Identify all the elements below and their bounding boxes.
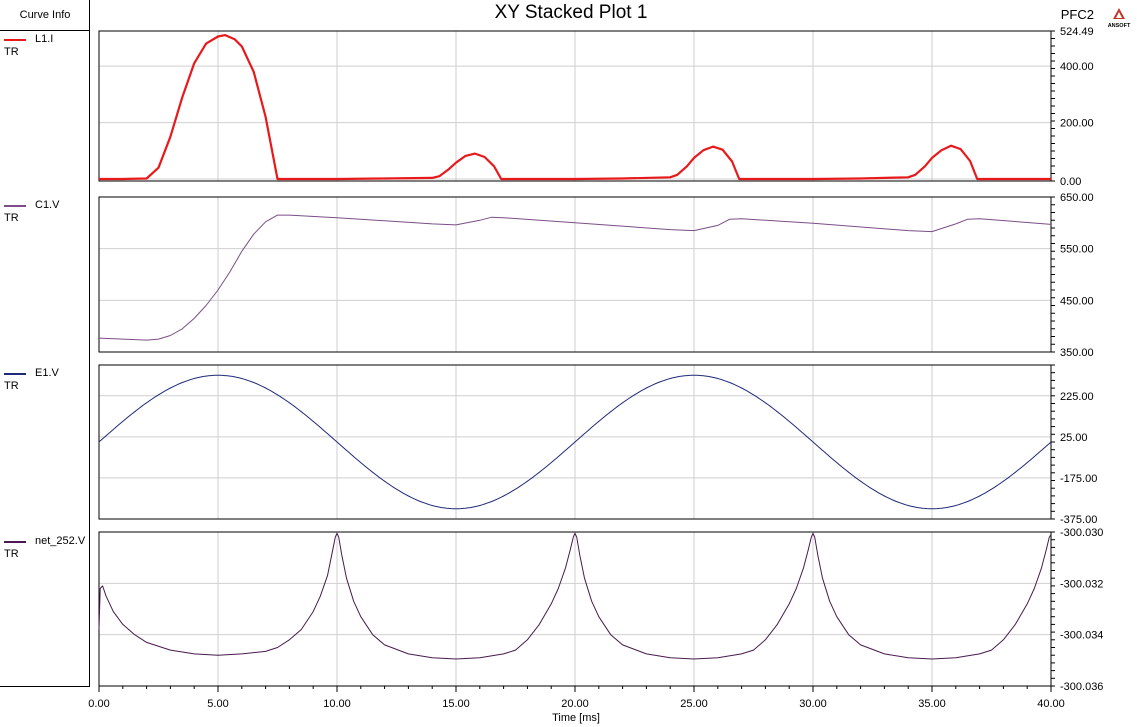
panel-2-series-line: [98, 214, 1052, 341]
panel-4-ytick-label: -300.030: [1060, 527, 1103, 539]
curve-entry-net-252-v[interactable]: net_252.V TR: [0, 534, 90, 564]
panel-1-ytick-label: 524.49: [1060, 26, 1094, 38]
xtick-label: 40.00: [1037, 698, 1065, 710]
xtick-label: 5.00: [207, 698, 228, 710]
panel-3-series-line: [98, 374, 1052, 510]
curve-entry-l1-i[interactable]: L1.I TR: [0, 32, 90, 62]
panel-1-frame: [98, 30, 1052, 182]
panel-2-ytick-label: 450.00: [1060, 295, 1094, 307]
panel-1-series-line: [99, 33, 1051, 181]
curve-entry-c1-v[interactable]: C1.V TR: [0, 198, 90, 228]
curve-solution-label: TR: [4, 548, 19, 560]
curve-name: net_252.V: [35, 535, 86, 547]
panel-3-ytick-label: -375.00: [1060, 514, 1097, 526]
curve-solution-label: TR: [4, 380, 19, 392]
curve-name: L1.I: [35, 33, 54, 45]
panel-4-ytick-label: -300.036: [1060, 681, 1103, 693]
panel-3-ytick-label: 225.00: [1060, 391, 1094, 403]
panel-4-ytick-label: -300.032: [1060, 578, 1103, 590]
xtick-label: 30.00: [799, 698, 827, 710]
project-name: PFC2: [1060, 7, 1094, 22]
xtick-label: 0.00: [88, 698, 109, 710]
panel-2-ytick-label: 550.00: [1060, 244, 1094, 256]
curve-entry-e1-v[interactable]: E1.V TR: [0, 366, 90, 396]
logo-text: ANSOFT: [1108, 23, 1131, 29]
panel-4-series-line: [98, 532, 1052, 660]
curve-solution-label: TR: [4, 212, 19, 224]
ansoft-logo-icon: ANSOFT: [1108, 8, 1131, 29]
panel-2-ytick-label: 350.00: [1060, 347, 1094, 359]
curve-name: E1.V: [35, 367, 59, 379]
curve-color-swatch: [4, 39, 26, 41]
x-axis-label: Time [ms]: [552, 712, 600, 724]
curve-solution-label: TR: [4, 46, 19, 58]
panel-4-ytick-label: -300.034: [1060, 630, 1103, 642]
curve-color-swatch: [4, 373, 26, 375]
panel-1-ytick-label: 200.00: [1060, 118, 1094, 130]
xtick-label: 25.00: [680, 698, 708, 710]
panel-2-ytick-label: 650.00: [1060, 192, 1094, 204]
curve-info-panel: Curve Info L1.I TR C1.V TR E1.V TR net_2…: [0, 0, 90, 687]
xtick-label: 15.00: [442, 698, 470, 710]
plot-title: XY Stacked Plot 1: [494, 2, 648, 23]
curve-color-swatch: [4, 205, 26, 207]
xtick-label: 10.00: [323, 698, 351, 710]
xtick-label: 20.00: [561, 698, 589, 710]
xtick-label: 35.00: [918, 698, 946, 710]
curve-info-header: Curve Info: [0, 0, 90, 31]
curve-color-swatch: [4, 541, 26, 543]
panel-3-ytick-label: 25.00: [1060, 432, 1088, 444]
curve-name: C1.V: [35, 199, 60, 211]
panel-1-ytick-label: 400.00: [1060, 61, 1094, 73]
panel-2-frame: [98, 196, 1052, 353]
panel-3-ytick-label: -175.00: [1060, 473, 1097, 485]
panel-1-ytick-label: 0.00: [1060, 176, 1081, 188]
